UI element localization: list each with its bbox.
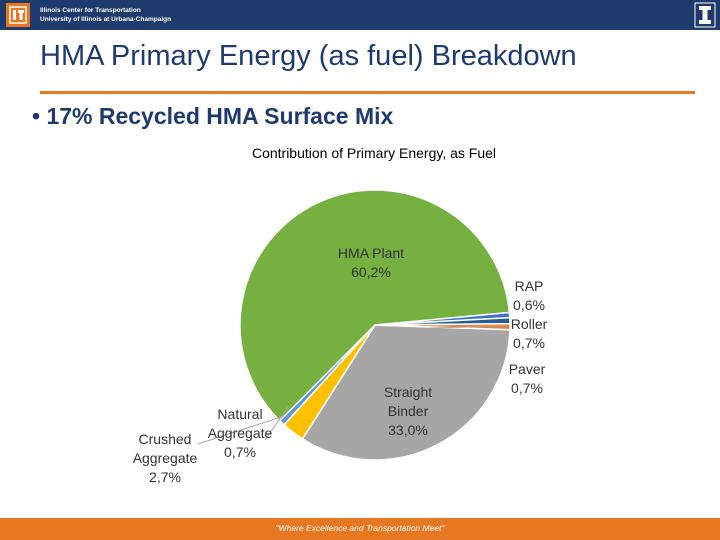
ict-logo-icon [6,3,30,27]
slice-label-natural-aggregate-value: 0,7% [224,444,256,460]
leader-line-rap [429,325,507,329]
pie-slice-hma-plant [239,189,511,422]
footer-tagline: "Where Excellence and Transportation Mee… [275,523,445,533]
leader-line-natural-aggregate [264,406,289,441]
slice-label-hma-plant-value: 60,2% [351,264,391,280]
slice-label-rap-name: RAP [515,278,544,294]
footer-bar [0,518,720,540]
slice-label-crushed-aggregate-value: 2,7% [149,469,181,485]
chart-title: Contribution of Primary Energy, as Fuel [252,145,496,161]
pie-chart: Contribution of Primary Energy, as Fuel … [133,145,548,485]
bullet-point: • 17% Recycled HMA Surface Mix [32,103,394,129]
slice-label-crushed-aggregate-name: Crushed [139,431,192,447]
slide-title: HMA Primary Energy (as fuel) Breakdown [40,40,577,72]
slice-label-paver-name: Paver [509,361,546,377]
slice-label-straight-binder-name: Straight [384,384,432,400]
slice-label-hma-plant-name: HMA Plant [338,245,404,261]
block-i-icon [694,2,716,28]
slice-label-roller-value: 0,7% [513,335,545,351]
slice-label-natural-aggregate-name: Natural [217,406,262,422]
slice-label-crushed-aggregate-name: Aggregate [133,450,198,466]
slice-label-natural-aggregate-name: Aggregate [208,425,273,441]
slice-label-straight-binder-value: 33,0% [388,422,428,438]
leader-line-roller [459,335,507,349]
title-divider [40,91,695,94]
pie-slice-paver [374,322,511,331]
leader-line-paver [495,341,507,351]
slice-label-rap-value: 0,6% [513,297,545,313]
header-bar [0,0,720,30]
slice-label-straight-binder-name: Binder [388,403,429,419]
slice-label-paver-value: 0,7% [511,380,543,396]
slice-label-roller-name: Roller [511,316,548,332]
org-name: Illinois Center for Transportation [40,7,141,14]
leader-line-crushed-aggregate [197,415,285,445]
university-name: University of Illinois at Urbana-Champai… [40,16,172,23]
